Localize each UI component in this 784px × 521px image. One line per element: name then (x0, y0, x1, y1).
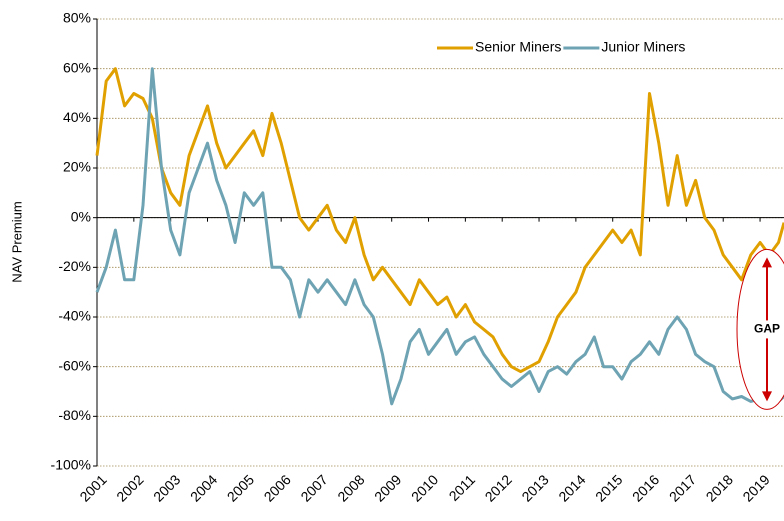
x-tick-label: 2002 (113, 471, 146, 504)
y-tick-label: 0% (71, 208, 91, 224)
legend-label: Senior Miners (475, 39, 561, 55)
x-tick-label: 2017 (666, 471, 699, 504)
x-tick-label: 2018 (703, 471, 736, 504)
y-tick-label: 80% (63, 10, 91, 26)
y-tick-label: 60% (63, 59, 91, 75)
y-axis-label: NAV Premium (9, 201, 24, 282)
legend-label: Junior Miners (601, 39, 685, 55)
arrow-head (762, 257, 772, 268)
x-tick-label: 2007 (297, 471, 330, 504)
x-tick-label: 2019 (739, 471, 772, 504)
x-tick-label: 2006 (261, 471, 294, 504)
x-tick-label: 2011 (446, 471, 479, 504)
x-tick-label: 2014 (555, 471, 588, 504)
x-tick-label: 2015 (592, 471, 625, 504)
x-tick-label: 2004 (187, 471, 220, 504)
y-tick-label: -100% (51, 457, 91, 473)
x-tick-label: 2001 (76, 471, 109, 504)
y-tick-label: -60% (58, 357, 91, 373)
x-tick-label: 2013 (518, 471, 551, 504)
series-line (95, 67, 784, 374)
series-line (95, 67, 784, 406)
x-tick-label: 2009 (371, 471, 404, 504)
arrow-head (762, 391, 772, 402)
x-tick-label: 2008 (334, 471, 367, 504)
x-tick-label: 2010 (408, 471, 441, 504)
y-tick-label: -20% (58, 258, 91, 274)
x-tick-label: 2005 (224, 471, 257, 504)
x-tick-label: 2016 (629, 471, 662, 504)
x-tick-label: 2012 (482, 471, 515, 504)
y-tick-label: 40% (63, 109, 91, 125)
annotation: GAP (754, 322, 780, 336)
y-tick-label: -80% (58, 407, 91, 423)
y-tick-label: 20% (63, 159, 91, 175)
gap-label-bg (747, 320, 784, 339)
x-tick-label: 2003 (150, 471, 183, 504)
y-tick-label: -40% (58, 308, 91, 324)
